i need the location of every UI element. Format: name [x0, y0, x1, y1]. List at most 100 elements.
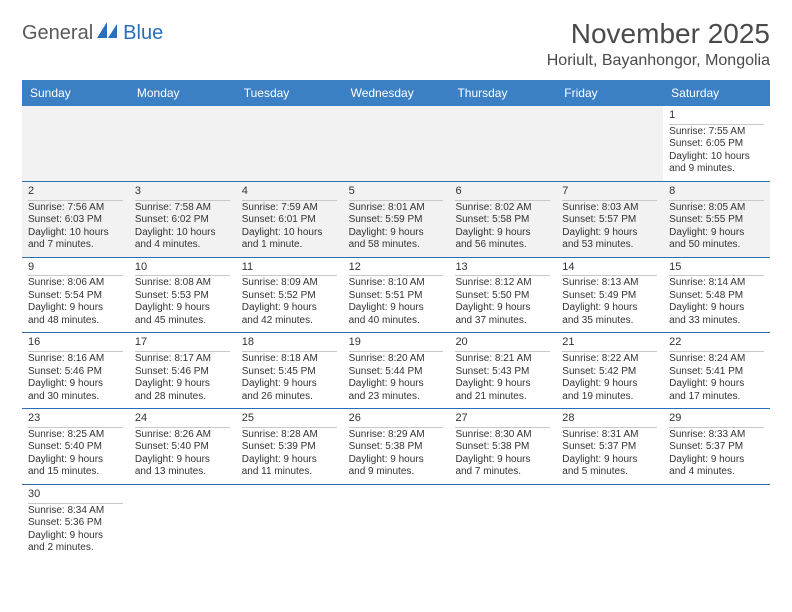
day-daylight1: Daylight: 9 hours	[242, 454, 337, 467]
day-sunrise: Sunrise: 8:34 AM	[28, 505, 123, 518]
day-sunset: Sunset: 5:39 PM	[242, 441, 337, 454]
calendar-cell: 14Sunrise: 8:13 AMSunset: 5:49 PMDayligh…	[556, 258, 663, 333]
day-daylight1: Daylight: 9 hours	[242, 378, 337, 391]
day-daylight1: Daylight: 9 hours	[562, 302, 657, 315]
day-daylight1: Daylight: 9 hours	[28, 378, 123, 391]
day-sunrise: Sunrise: 8:06 AM	[28, 277, 123, 290]
weekday-friday: Friday	[556, 80, 663, 106]
day-daylight1: Daylight: 9 hours	[349, 454, 444, 467]
day-sunrise: Sunrise: 8:16 AM	[28, 353, 123, 366]
calendar-cell: 22Sunrise: 8:24 AMSunset: 5:41 PMDayligh…	[663, 333, 770, 408]
month-title: November 2025	[547, 18, 770, 50]
day-sunrise: Sunrise: 8:02 AM	[455, 202, 550, 215]
day-daylight2: and 5 minutes.	[562, 466, 657, 479]
day-number: 1	[669, 109, 764, 125]
day-daylight2: and 7 minutes.	[28, 239, 123, 252]
calendar-cell: 4Sunrise: 7:59 AMSunset: 6:01 PMDaylight…	[236, 182, 343, 257]
day-number: 14	[562, 261, 657, 277]
day-number: 4	[242, 185, 337, 201]
logo-text-general: General	[22, 22, 93, 45]
calendar-body: 1Sunrise: 7:55 AMSunset: 6:05 PMDaylight…	[22, 106, 770, 560]
day-daylight2: and 21 minutes.	[455, 391, 550, 404]
day-sunset: Sunset: 6:02 PM	[135, 214, 230, 227]
calendar-cell: 11Sunrise: 8:09 AMSunset: 5:52 PMDayligh…	[236, 258, 343, 333]
day-sunset: Sunset: 5:53 PM	[135, 290, 230, 303]
day-number: 9	[28, 261, 123, 277]
day-daylight1: Daylight: 9 hours	[455, 227, 550, 240]
calendar-cell: 25Sunrise: 8:28 AMSunset: 5:39 PMDayligh…	[236, 409, 343, 484]
day-daylight1: Daylight: 9 hours	[242, 302, 337, 315]
day-sunrise: Sunrise: 8:17 AM	[135, 353, 230, 366]
day-sunset: Sunset: 5:49 PM	[562, 290, 657, 303]
day-daylight2: and 28 minutes.	[135, 391, 230, 404]
day-sunrise: Sunrise: 8:22 AM	[562, 353, 657, 366]
calendar-cell: 20Sunrise: 8:21 AMSunset: 5:43 PMDayligh…	[449, 333, 556, 408]
calendar-cell-empty	[663, 485, 770, 560]
day-daylight2: and 56 minutes.	[455, 239, 550, 252]
calendar-cell: 8Sunrise: 8:05 AMSunset: 5:55 PMDaylight…	[663, 182, 770, 257]
day-daylight2: and 13 minutes.	[135, 466, 230, 479]
day-sunrise: Sunrise: 8:03 AM	[562, 202, 657, 215]
day-sunset: Sunset: 5:54 PM	[28, 290, 123, 303]
calendar-cell: 29Sunrise: 8:33 AMSunset: 5:37 PMDayligh…	[663, 409, 770, 484]
day-daylight2: and 17 minutes.	[669, 391, 764, 404]
location: Horiult, Bayanhongor, Mongolia	[547, 52, 770, 70]
weekday-thursday: Thursday	[449, 80, 556, 106]
day-sunset: Sunset: 5:37 PM	[669, 441, 764, 454]
calendar-cell: 9Sunrise: 8:06 AMSunset: 5:54 PMDaylight…	[22, 258, 129, 333]
calendar-cell-empty	[129, 485, 236, 560]
day-daylight2: and 26 minutes.	[242, 391, 337, 404]
day-daylight1: Daylight: 9 hours	[455, 378, 550, 391]
day-number: 11	[242, 261, 337, 277]
weekday-sunday: Sunday	[22, 80, 129, 106]
day-number: 20	[455, 336, 550, 352]
calendar-cell: 7Sunrise: 8:03 AMSunset: 5:57 PMDaylight…	[556, 182, 663, 257]
calendar-cell: 13Sunrise: 8:12 AMSunset: 5:50 PMDayligh…	[449, 258, 556, 333]
day-sunrise: Sunrise: 8:14 AM	[669, 277, 764, 290]
calendar-cell-empty	[343, 485, 450, 560]
day-number: 3	[135, 185, 230, 201]
day-sunset: Sunset: 5:57 PM	[562, 214, 657, 227]
day-sunset: Sunset: 5:58 PM	[455, 214, 550, 227]
calendar-cell-empty	[236, 106, 343, 181]
day-daylight1: Daylight: 10 hours	[135, 227, 230, 240]
day-daylight2: and 40 minutes.	[349, 315, 444, 328]
day-number: 12	[349, 261, 444, 277]
day-daylight2: and 23 minutes.	[349, 391, 444, 404]
day-daylight2: and 9 minutes.	[349, 466, 444, 479]
day-sunrise: Sunrise: 8:28 AM	[242, 429, 337, 442]
day-daylight1: Daylight: 10 hours	[242, 227, 337, 240]
day-sunset: Sunset: 6:01 PM	[242, 214, 337, 227]
day-daylight2: and 53 minutes.	[562, 239, 657, 252]
day-daylight1: Daylight: 9 hours	[28, 302, 123, 315]
calendar-cell: 1Sunrise: 7:55 AMSunset: 6:05 PMDaylight…	[663, 106, 770, 181]
calendar-cell: 27Sunrise: 8:30 AMSunset: 5:38 PMDayligh…	[449, 409, 556, 484]
header: General Blue November 2025 Horiult, Baya…	[22, 18, 770, 70]
day-sunrise: Sunrise: 7:55 AM	[669, 126, 764, 139]
day-daylight2: and 4 minutes.	[135, 239, 230, 252]
day-sunrise: Sunrise: 7:59 AM	[242, 202, 337, 215]
calendar-cell-empty	[449, 485, 556, 560]
calendar-header: Sunday Monday Tuesday Wednesday Thursday…	[22, 80, 770, 106]
weekday-wednesday: Wednesday	[343, 80, 450, 106]
day-sunset: Sunset: 5:46 PM	[135, 366, 230, 379]
calendar-cell: 5Sunrise: 8:01 AMSunset: 5:59 PMDaylight…	[343, 182, 450, 257]
day-number: 22	[669, 336, 764, 352]
weekday-saturday: Saturday	[663, 80, 770, 106]
day-daylight1: Daylight: 9 hours	[135, 378, 230, 391]
day-sunset: Sunset: 5:42 PM	[562, 366, 657, 379]
day-number: 16	[28, 336, 123, 352]
day-daylight1: Daylight: 10 hours	[669, 151, 764, 164]
calendar-cell: 15Sunrise: 8:14 AMSunset: 5:48 PMDayligh…	[663, 258, 770, 333]
calendar-cell: 6Sunrise: 8:02 AMSunset: 5:58 PMDaylight…	[449, 182, 556, 257]
calendar-cell: 12Sunrise: 8:10 AMSunset: 5:51 PMDayligh…	[343, 258, 450, 333]
calendar-cell: 24Sunrise: 8:26 AMSunset: 5:40 PMDayligh…	[129, 409, 236, 484]
calendar-row: 2Sunrise: 7:56 AMSunset: 6:03 PMDaylight…	[22, 182, 770, 258]
calendar-cell: 21Sunrise: 8:22 AMSunset: 5:42 PMDayligh…	[556, 333, 663, 408]
day-number: 30	[28, 488, 123, 504]
day-daylight2: and 11 minutes.	[242, 466, 337, 479]
day-sunset: Sunset: 6:03 PM	[28, 214, 123, 227]
day-daylight2: and 35 minutes.	[562, 315, 657, 328]
day-sunrise: Sunrise: 8:31 AM	[562, 429, 657, 442]
day-sunset: Sunset: 5:55 PM	[669, 214, 764, 227]
